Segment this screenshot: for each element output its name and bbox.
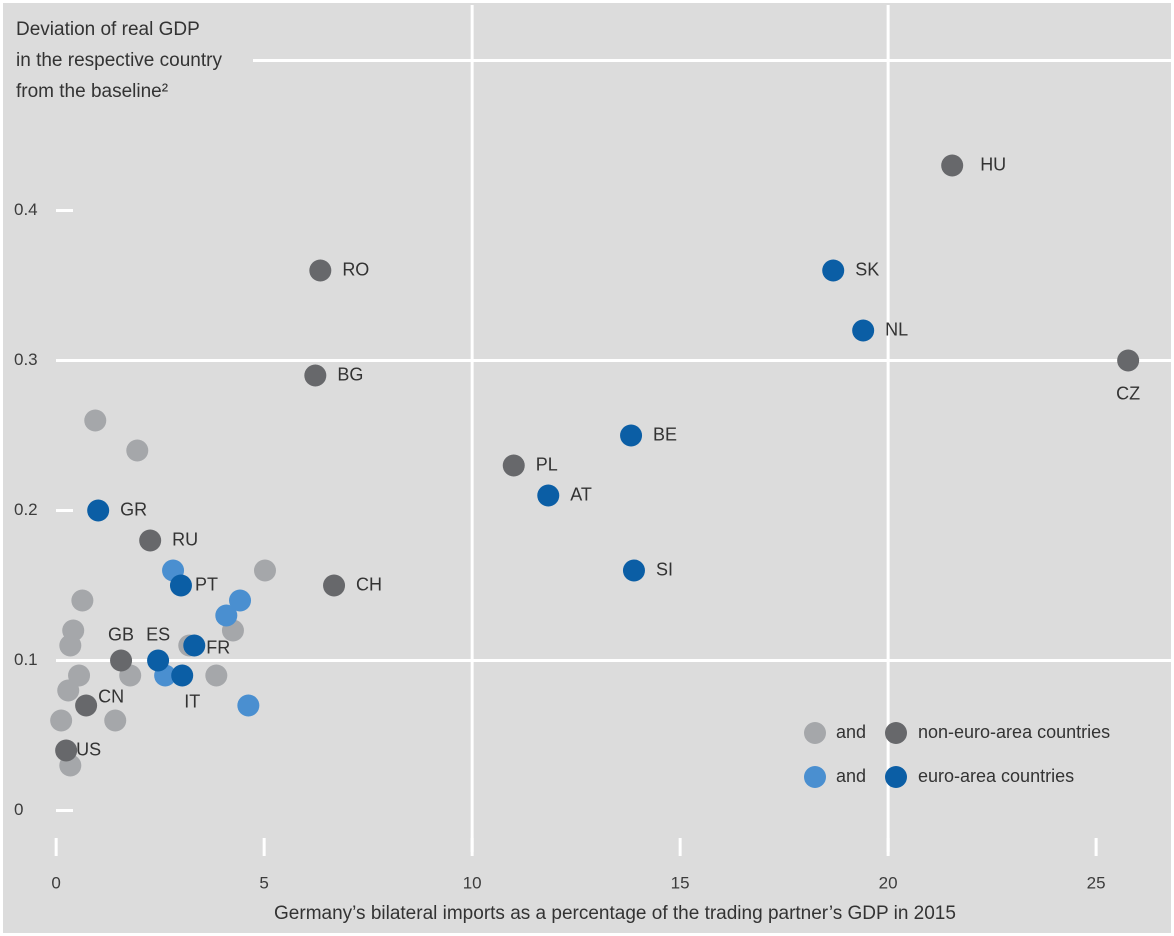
point-label: AT (570, 484, 592, 504)
point (622, 559, 645, 582)
point (941, 154, 964, 177)
y-axis-title: in the respective country (16, 50, 222, 71)
point (822, 259, 845, 282)
point (55, 739, 78, 762)
point-label: CN (98, 686, 124, 706)
point (126, 439, 149, 462)
point-label: SK (855, 259, 879, 279)
y-tick-label: 0.1 (14, 650, 38, 669)
legend-marker (804, 722, 826, 744)
legend-label: euro-area countries (918, 766, 1074, 786)
x-tick-label: 10 (463, 873, 482, 892)
point (183, 634, 206, 657)
y-axis-title: Deviation of real GDP (16, 19, 200, 40)
point-label: SI (656, 559, 673, 579)
point (309, 259, 332, 282)
point (84, 409, 107, 432)
legend-marker (804, 766, 826, 788)
legend-label: non-euro-area countries (918, 722, 1110, 742)
point (852, 319, 875, 342)
point-label: NL (885, 319, 908, 339)
point-label: US (76, 739, 101, 759)
point (253, 559, 276, 582)
point (147, 649, 170, 672)
point (171, 664, 194, 687)
legend-marker (885, 722, 907, 744)
point-label: HU (980, 154, 1006, 174)
y-tick-label: 0.3 (14, 350, 38, 369)
point-label: IT (184, 691, 200, 711)
legend-marker (885, 766, 907, 788)
x-tick-label: 0 (51, 873, 60, 892)
point-label: CH (356, 574, 382, 594)
legend-joiner: and (836, 722, 866, 742)
y-tick-label: 0 (14, 800, 23, 819)
point-label: GB (108, 624, 134, 644)
point (323, 574, 346, 597)
point (229, 589, 252, 612)
point (59, 634, 82, 657)
x-tick-label: 5 (259, 873, 268, 892)
x-axis-title: Germany’s bilateral imports as a percent… (274, 903, 956, 924)
x-tick-label: 15 (671, 873, 690, 892)
point (57, 679, 80, 702)
point-label: GR (120, 499, 147, 519)
point (205, 664, 228, 687)
point (215, 604, 238, 627)
point-label: BG (337, 364, 363, 384)
point (237, 694, 260, 717)
x-tick-label: 20 (879, 873, 898, 892)
y-tick-label: 0.2 (14, 500, 38, 519)
point-label: PT (195, 574, 218, 594)
point-label: RO (342, 259, 369, 279)
point (50, 709, 73, 732)
point-label: PL (536, 454, 558, 474)
point-label: FR (206, 637, 230, 657)
point (304, 364, 327, 387)
plot-background (3, 3, 1171, 933)
legend-joiner: and (836, 766, 866, 786)
point (537, 484, 560, 507)
point (1117, 349, 1140, 372)
point (620, 424, 643, 447)
y-axis-title: from the baseline² (16, 81, 168, 102)
point (139, 529, 162, 552)
point-label: BE (653, 424, 677, 444)
point (502, 454, 525, 477)
x-tick-label: 25 (1087, 873, 1106, 892)
point-label: ES (146, 624, 170, 644)
point (71, 589, 94, 612)
point (75, 694, 98, 717)
point (110, 649, 133, 672)
point-label: CZ (1116, 383, 1140, 403)
point (169, 574, 192, 597)
y-tick-label: 0.4 (14, 200, 38, 219)
point (104, 709, 127, 732)
point-label: RU (172, 529, 198, 549)
point (87, 499, 110, 522)
title-background (5, 8, 253, 138)
